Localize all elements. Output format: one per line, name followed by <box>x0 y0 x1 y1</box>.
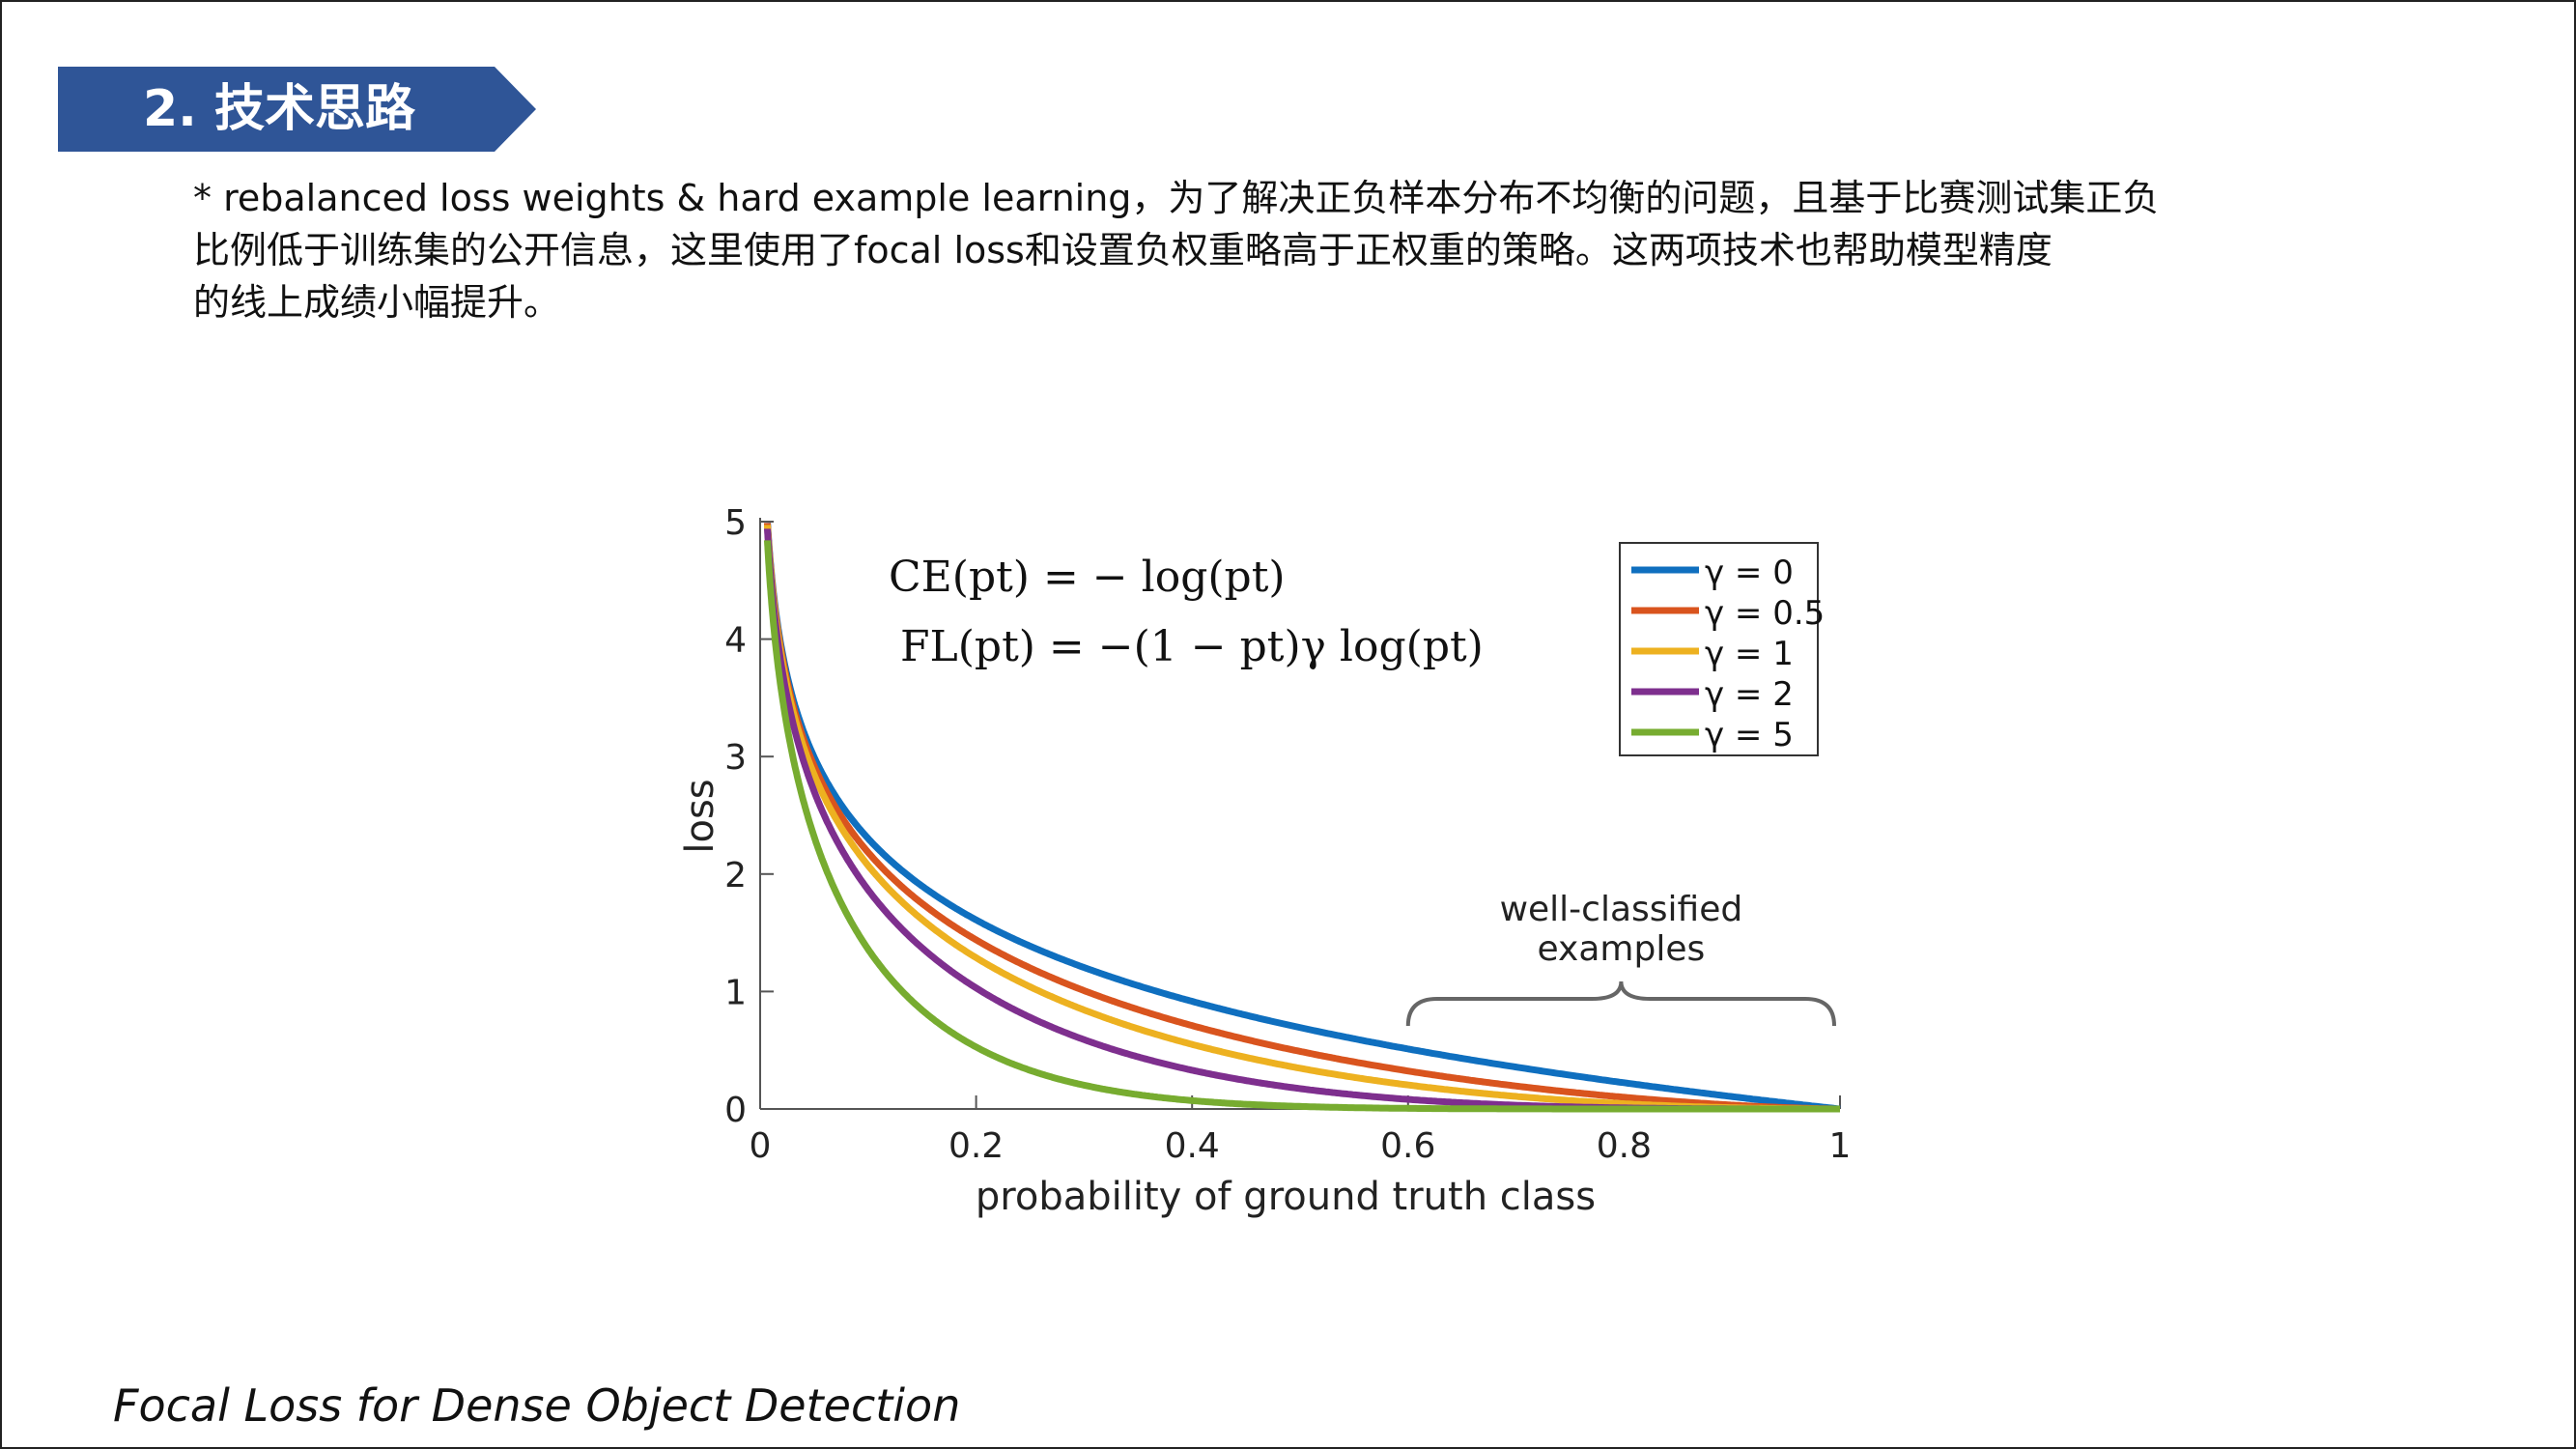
paragraph-line: 的线上成绩小幅提升。 <box>193 281 561 324</box>
banner-arrow-shape <box>58 67 536 152</box>
figure-caption: Focal Loss for Dense Object Detection <box>113 1379 961 1432</box>
paragraph-line: * rebalanced loss weights & hard example… <box>193 177 2160 219</box>
paragraph-line: 比例低于训练集的公开信息，这里使用了focal loss和设置负权重略高于正权重… <box>193 229 2052 271</box>
description-paragraph: * rebalanced loss weights & hard example… <box>193 172 2376 328</box>
section-banner: 2. 技术思路 <box>58 67 536 152</box>
section-title: 2. 技术思路 <box>143 80 416 138</box>
